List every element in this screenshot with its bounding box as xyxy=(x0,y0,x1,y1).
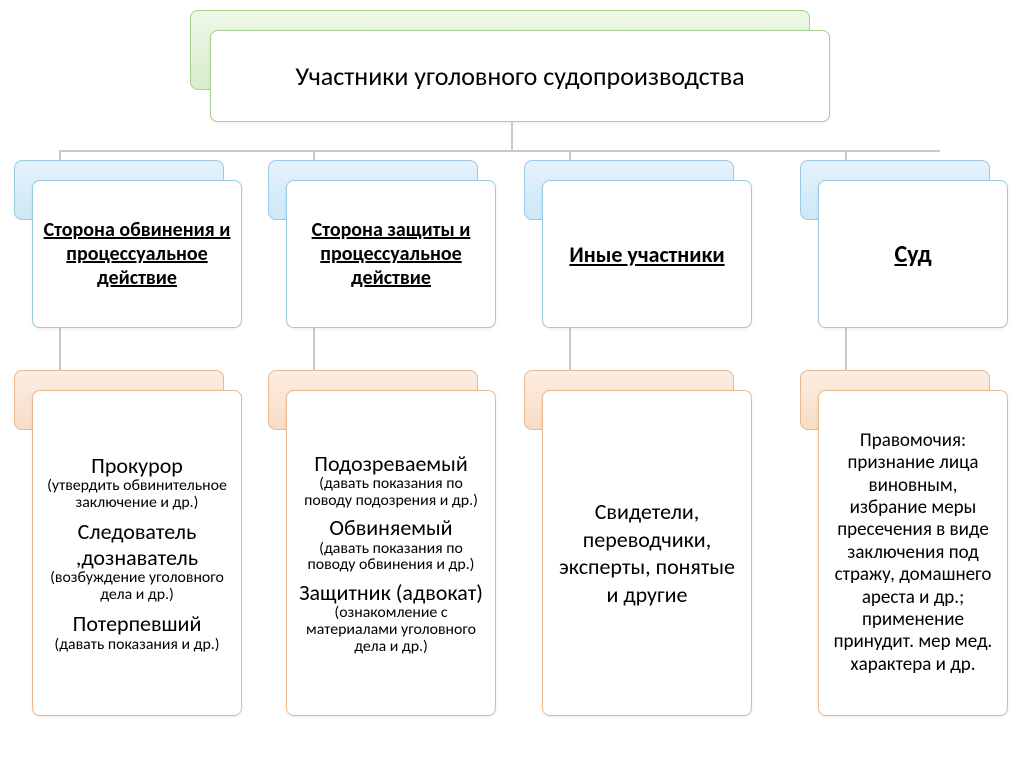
detail-node-2: Свидетели, переводчики, эксперты, поняты… xyxy=(542,390,752,716)
cat-node-3: Суд xyxy=(818,180,1008,328)
d1-role-0: Подозреваемый xyxy=(297,451,485,476)
h-bar xyxy=(60,150,940,152)
cat-title-3: Суд xyxy=(894,240,931,269)
d2-text: Свидетели, переводчики, эксперты, поняты… xyxy=(553,498,741,608)
d0-role-0: Прокурор xyxy=(43,453,231,478)
d3-text: Правомочия: признание лица виновным, изб… xyxy=(829,430,997,676)
cat-node-0: Сторона обвинения и процессуальное дейст… xyxy=(32,180,242,328)
d1-item-1: Обвиняемый (давать показания по поводу о… xyxy=(297,515,485,574)
d1-role-2: Защитник (адвокат) xyxy=(297,580,485,605)
cat-title-2: Иные участники xyxy=(569,241,724,268)
d0-sub-1: (возбуждение уголовного дела и др.) xyxy=(43,570,231,603)
cat-title-0: Сторона обвинения и процессуальное дейст… xyxy=(43,218,231,290)
d1-sub-1: (давать показания по поводу обвинения и … xyxy=(297,541,485,574)
cat-node-2: Иные участники xyxy=(542,180,752,328)
d0-role-2: Потерпевший xyxy=(54,611,219,636)
detail-node-0: Прокурор (утвердить обвинительное заключ… xyxy=(32,390,242,716)
cat-title-1: Сторона защиты и процессуальное действие xyxy=(297,218,485,290)
d1-item-2: Защитник (адвокат) (ознакомление с матер… xyxy=(297,580,485,655)
detail-node-1: Подозреваемый (давать показания по повод… xyxy=(286,390,496,716)
d0-item-0: Прокурор (утвердить обвинительное заключ… xyxy=(43,453,231,512)
d0-item-2: Потерпевший (давать показания и др.) xyxy=(54,611,219,653)
root-title: Участники уголовного судопроизводства xyxy=(295,60,744,92)
d1-sub-2: (ознакомление с материалами уголовного д… xyxy=(297,605,485,655)
detail-node-3: Правомочия: признание лица виновным, изб… xyxy=(818,390,1008,716)
cat-node-1: Сторона защиты и процессуальное действие xyxy=(286,180,496,328)
d0-sub-2: (давать показания и др.) xyxy=(54,637,219,654)
d1-sub-0: (давать показания по поводу подозрения и… xyxy=(297,476,485,509)
d1-role-1: Обвиняемый xyxy=(297,515,485,540)
d1-item-0: Подозреваемый (давать показания по повод… xyxy=(297,451,485,510)
d0-sub-0: (утвердить обвинительное заключение и др… xyxy=(43,478,231,511)
root-node: Участники уголовного судопроизводства xyxy=(210,30,830,122)
root-drop xyxy=(511,122,513,150)
d0-item-1: Следователь ,дознаватель (возбуждение уг… xyxy=(43,519,231,603)
d0-role-1: Следователь ,дознаватель xyxy=(43,519,231,570)
